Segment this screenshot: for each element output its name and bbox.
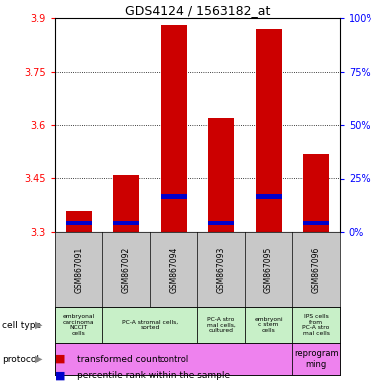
Text: ■: ■ <box>55 354 65 364</box>
Text: protocol: protocol <box>2 354 39 364</box>
Text: GSM867096: GSM867096 <box>312 246 321 293</box>
Title: GDS4124 / 1563182_at: GDS4124 / 1563182_at <box>125 4 270 17</box>
Bar <box>197 307 245 343</box>
Text: percentile rank within the sample: percentile rank within the sample <box>77 371 230 380</box>
Text: cell type: cell type <box>2 321 41 329</box>
Bar <box>303 154 329 232</box>
Text: IPS cells
from
PC-A stro
mal cells: IPS cells from PC-A stro mal cells <box>302 314 330 336</box>
Text: GSM867095: GSM867095 <box>264 246 273 293</box>
Bar <box>66 221 92 225</box>
Bar <box>292 307 340 343</box>
Bar <box>161 194 187 199</box>
Bar <box>102 307 197 343</box>
Text: embryoni
c stem
cells: embryoni c stem cells <box>254 317 283 333</box>
Bar <box>113 221 139 225</box>
Bar <box>303 221 329 225</box>
Text: GSM867092: GSM867092 <box>122 247 131 293</box>
Text: GSM867093: GSM867093 <box>217 246 226 293</box>
Text: ▶: ▶ <box>35 320 43 330</box>
Text: GSM867094: GSM867094 <box>169 246 178 293</box>
Bar <box>55 307 102 343</box>
Bar <box>113 175 139 232</box>
Text: embryonal
carcinoma
NCCIT
cells: embryonal carcinoma NCCIT cells <box>63 314 95 336</box>
Bar <box>245 307 292 343</box>
Bar <box>208 118 234 232</box>
Text: PC-A stro
mal cells,
cultured: PC-A stro mal cells, cultured <box>207 317 236 333</box>
Text: reprogram
ming: reprogram ming <box>294 349 338 369</box>
Text: ■: ■ <box>55 371 65 381</box>
Text: ▶: ▶ <box>35 354 43 364</box>
Bar <box>256 194 282 199</box>
Text: GSM867091: GSM867091 <box>74 247 83 293</box>
Bar <box>292 343 340 375</box>
Text: PC-A stromal cells,
sorted: PC-A stromal cells, sorted <box>122 319 178 330</box>
Text: control: control <box>159 354 188 364</box>
Bar <box>161 25 187 232</box>
Text: transformed count: transformed count <box>77 354 161 364</box>
Bar <box>208 221 234 225</box>
Bar <box>55 343 292 375</box>
Bar <box>256 29 282 232</box>
Bar <box>66 210 92 232</box>
